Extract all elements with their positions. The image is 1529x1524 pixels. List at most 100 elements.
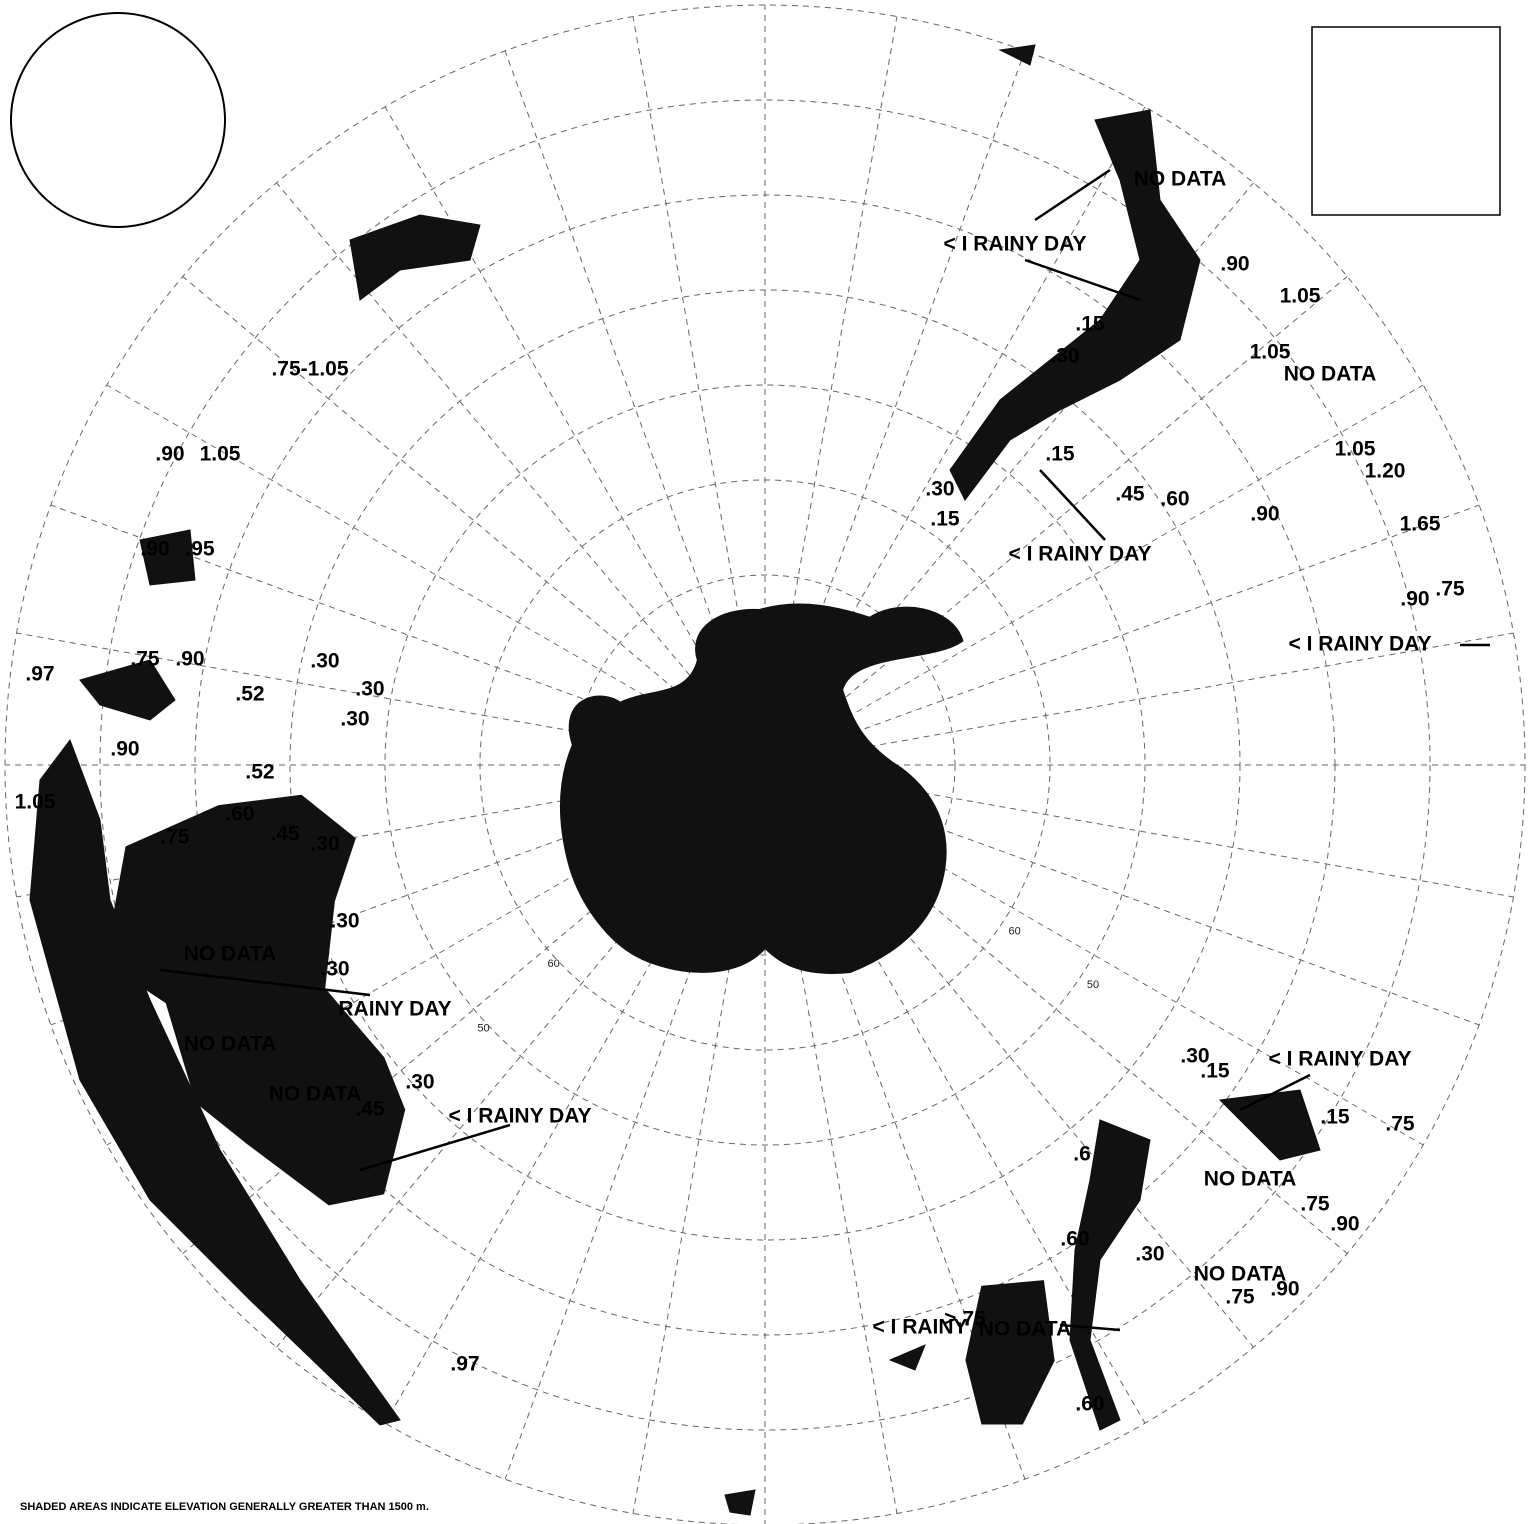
map-label: .15 xyxy=(930,508,960,531)
map-label: NO DATA xyxy=(1204,1168,1297,1191)
meridian xyxy=(632,16,749,672)
map-label: .97 xyxy=(450,1353,479,1376)
meridian xyxy=(276,182,705,693)
map-label: NO DATA xyxy=(184,943,277,966)
map-label: .90 xyxy=(1270,1278,1299,1301)
map-label: 1.05 xyxy=(1335,438,1376,461)
map-label: .90 xyxy=(155,443,184,466)
map-label: .30 xyxy=(310,833,339,856)
map-label: .75 xyxy=(1385,1113,1415,1136)
map-label: .90 xyxy=(1220,253,1249,276)
map-label: 1.05 xyxy=(1250,341,1291,364)
map-label: .75-1.05 xyxy=(271,358,348,381)
map-label: .75 xyxy=(130,648,160,671)
latitude-circle xyxy=(99,99,1431,1431)
map-label: .60 xyxy=(225,803,254,826)
map-label: 1.20 xyxy=(1365,460,1406,483)
map-label: < I RAINY DAY xyxy=(1009,543,1152,566)
meridian xyxy=(781,16,898,672)
map-label: .30 xyxy=(1180,1045,1209,1068)
meridian xyxy=(504,50,733,676)
map-label: NO DATA xyxy=(1194,1263,1287,1286)
map-label: .15 xyxy=(1045,443,1075,466)
latitude-circle xyxy=(384,384,1146,1146)
map-label: .60 xyxy=(1160,488,1189,511)
africa-highland xyxy=(949,109,1201,501)
map-label: NO DATA xyxy=(1284,363,1377,386)
leader-lines xyxy=(159,168,1490,1332)
meridian xyxy=(854,504,1480,733)
latitude-label: 50 xyxy=(1087,979,1099,991)
island-group xyxy=(349,214,481,301)
map-label: < I RAINY DAY xyxy=(944,233,1087,256)
meridian xyxy=(182,276,693,705)
meridian xyxy=(847,384,1424,718)
map-label: .60 xyxy=(1075,1393,1104,1416)
latitude-label: 60 xyxy=(1008,925,1020,937)
map-label: 1.05 xyxy=(1280,285,1321,308)
meridian xyxy=(16,632,672,749)
inset-circle xyxy=(10,12,226,228)
map-label: .75 xyxy=(1435,578,1465,601)
map-label: .75 xyxy=(1300,1193,1330,1216)
inset-box xyxy=(1311,26,1501,216)
contour-labels: NO DATA< I RAINY DAY.901.05.15.30 1.05NO … xyxy=(15,168,1465,1416)
meridian xyxy=(106,384,683,718)
map-label: .52 xyxy=(235,683,264,706)
island xyxy=(724,1489,756,1516)
map-label: .75 xyxy=(1225,1286,1255,1309)
meridian xyxy=(384,106,718,683)
map-label: .30 xyxy=(320,958,349,981)
map-label: NO DATA xyxy=(269,1083,362,1106)
map-label: .95 xyxy=(185,538,215,561)
map-label: .15 xyxy=(1320,1106,1350,1129)
map-label: .30 xyxy=(340,708,369,731)
antarctica-coast xyxy=(560,603,964,974)
map-label: NO DATA xyxy=(979,1318,1072,1341)
island-group xyxy=(139,529,196,586)
map-label: 1.05 xyxy=(200,443,241,466)
map-label: .30 xyxy=(330,910,359,933)
map-label: .30 xyxy=(1050,345,1079,368)
map-label: < I RAINY xyxy=(872,1316,967,1339)
map-label: .45 xyxy=(355,1098,385,1121)
meridian xyxy=(858,781,1514,898)
map-label: .15 xyxy=(1200,1060,1230,1083)
map-label: .60 xyxy=(1060,1228,1089,1251)
map-label: .15 xyxy=(1075,313,1105,336)
meridian xyxy=(812,106,1146,683)
map-label: >.75 xyxy=(944,1308,986,1331)
map-label: .90 xyxy=(140,538,169,561)
map-label: 1.05 xyxy=(15,791,56,814)
map-label: .30 xyxy=(405,1071,434,1094)
map-label: .90 xyxy=(1400,588,1429,611)
map-label: .6 xyxy=(1073,1143,1091,1166)
island-group xyxy=(79,659,176,721)
map-label: .97 xyxy=(25,663,54,686)
map-label: .75 xyxy=(160,826,190,849)
map-label: .90 xyxy=(1330,1213,1359,1236)
footnote: SHADED AREAS INDICATE ELEVATION GENERALL… xyxy=(20,1501,429,1513)
latitude-label: 50 xyxy=(477,1022,489,1034)
map-label: .45 xyxy=(1115,483,1145,506)
map-label: .30 xyxy=(355,678,384,701)
meridian xyxy=(854,797,1480,1026)
map-label: RAINY DAY xyxy=(338,998,451,1021)
map-label: .52 xyxy=(245,761,274,784)
map-label: .30 xyxy=(925,478,954,501)
map-label: .30 xyxy=(310,650,339,673)
map-label: .90 xyxy=(175,648,204,671)
map-label: NO DATA xyxy=(184,1033,277,1056)
australia-coast xyxy=(1069,1119,1151,1431)
nz-island xyxy=(965,1280,1055,1425)
map-label: .90 xyxy=(110,738,139,761)
map-label: < I RAINY DAY xyxy=(1269,1048,1412,1071)
latitude-label: 60 xyxy=(547,958,559,970)
island xyxy=(998,44,1036,66)
island xyxy=(888,1344,926,1371)
meridian xyxy=(797,50,1026,676)
map-label: < I RAINY DAY xyxy=(1289,633,1432,656)
map-label: 1.65 xyxy=(1400,513,1441,536)
map-label: < I RAINY DAY xyxy=(449,1105,592,1128)
